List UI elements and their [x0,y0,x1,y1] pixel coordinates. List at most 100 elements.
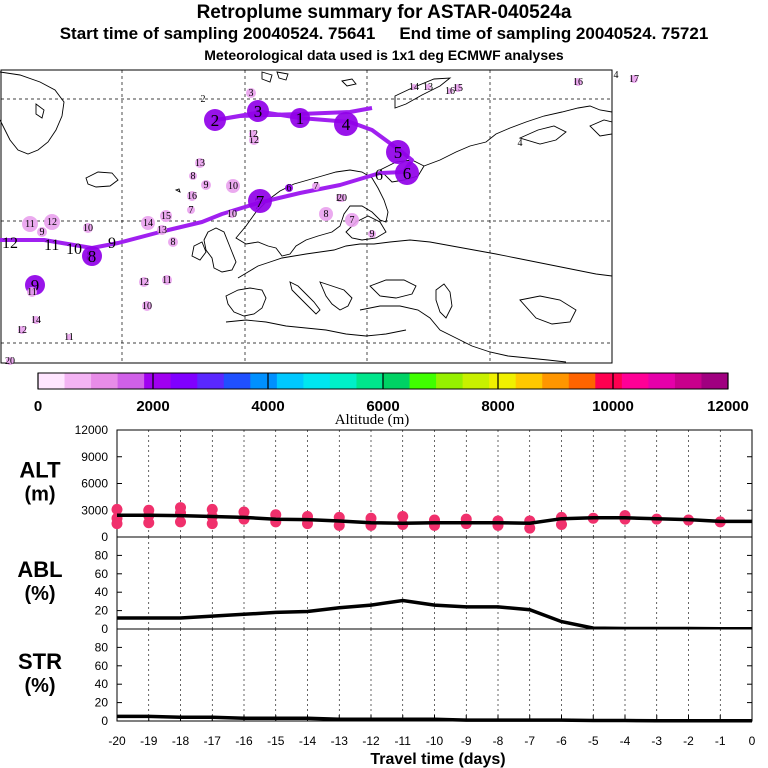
cluster-marker: 11 [27,287,37,298]
colorbar-swatch [250,373,278,389]
cluster-marker: 8 [82,246,102,266]
cluster-bubble [66,334,72,340]
cluster-label: 14 [409,82,419,93]
cluster-label: 9 [204,180,209,191]
cluster-label: 12 [17,325,27,336]
y-tick-label: 80 [95,640,109,654]
cluster-marker: 7 [248,189,272,213]
cluster-label: 17 [629,74,639,85]
cluster-bubble [247,100,269,122]
y-tick-label: 60 [95,659,109,673]
x-tick-label: -10 [426,734,444,748]
cluster-bubble [22,216,38,232]
y-tick-label: 20 [95,604,109,618]
cluster-label: 6 [287,183,292,194]
cluster-marker: 12 [139,277,149,288]
cluster-marker: 4 [334,112,358,136]
cluster-marker: 11 [22,216,38,232]
x-tick-label: -4 [620,734,631,748]
cluster-marker: 8 [168,237,178,248]
colorbar-swatch [489,373,517,389]
altitude-point [556,519,567,531]
cluster-marker: 6 [285,183,293,194]
colorbar-swatch [329,373,357,389]
cluster-marker: 4 [614,70,619,81]
colorbar-swatch [356,373,384,389]
y-tick-label: 40 [95,677,109,691]
x-tick-label: 0 [749,734,756,748]
cluster-label: 12 [248,129,258,140]
colorbar-tick-label: 0 [34,398,42,415]
colorbar-axis-label: Altitude (m) [335,412,410,428]
x-tick-label: -5 [588,734,599,748]
cluster-marker: 12 [17,325,27,336]
cluster-label: 3 [249,88,254,99]
cluster-bubble [157,225,167,235]
cluster-bubble [248,189,272,213]
cluster-label: 15 [161,211,171,222]
traj-label: 10 [66,241,82,258]
cluster-label: 12 [139,277,149,288]
colorbar-swatch [621,373,649,389]
x-tick-label: -17 [204,734,222,748]
cluster-bubble [187,191,197,201]
cluster-marker: 6 [395,161,419,185]
x-tick-label: -9 [461,734,472,748]
cluster-bubble [32,316,40,324]
cluster-label: 13 [195,158,205,169]
cluster-bubble [226,179,240,193]
colorbar-swatch [276,373,304,389]
cluster-label: 3 [254,102,263,121]
cluster-label: 2 [201,94,206,105]
end-time-label: End time of sampling 20040524. 75721 [399,24,709,43]
cluster-label: 7 [189,205,194,216]
x-axis: -20 -19 -18 -17 -16 -15 -14 -13 -12 -11 -10 -9 -8 -7-… [108,715,756,768]
cluster-marker: 16 [573,77,583,88]
cluster-label: 20 [337,193,347,204]
cluster-marker: 7 [312,181,320,192]
x-tick-label: -15 [267,734,285,748]
start-time-label: Start time of sampling 20040524. 75641 [59,24,376,43]
cluster-label: 16 [445,86,455,97]
panel-ylabel: ABL [17,557,62,582]
cluster-label: 9 [370,229,375,240]
cluster-label: 4 [614,70,619,81]
y-tick-label: 40 [95,585,109,599]
cluster-marker: 14 [409,82,419,93]
cluster-bubble [411,84,417,90]
cluster-bubble [345,213,359,227]
panel-ylabel-unit: (m) [24,484,55,506]
cluster-marker: 5 [386,140,410,164]
cluster-label: 9 [31,276,40,295]
colorbar-tick-label: 4000 [251,398,284,415]
cluster-marker: 2 [201,94,206,105]
colorbar-swatch [170,373,198,389]
colorbar-tick-label: 10000 [592,398,634,415]
cluster-label: 8 [324,209,329,220]
cluster-label: 11 [25,219,35,230]
coastlines [0,71,613,363]
cluster-bubble [160,210,172,222]
cluster-marker: 17 [629,74,639,85]
cluster-bubble [290,108,310,128]
cluster-label: 20 [5,356,15,367]
cluster-bubble [187,206,195,214]
cluster-marker: 8 [189,171,197,182]
cluster-marker: 20 [5,356,15,367]
cluster-marker: 16 [445,86,455,97]
cluster-label: 12 [47,217,57,228]
cluster-label: 8 [191,171,196,182]
cluster-bubble [27,287,37,297]
traj-label: 6 [375,167,383,184]
colorbar-tick-label: 12000 [707,398,749,415]
mean-altitude-line [117,513,752,525]
traj-label: 11 [44,237,59,254]
cluster-label: 7 [350,215,355,226]
colorbar-swatch [568,373,596,389]
colorbar-swatch [674,373,702,389]
colorbar-swatch [595,373,623,389]
colorbar-swatch [462,373,490,389]
cluster-label: 7 [314,181,319,192]
